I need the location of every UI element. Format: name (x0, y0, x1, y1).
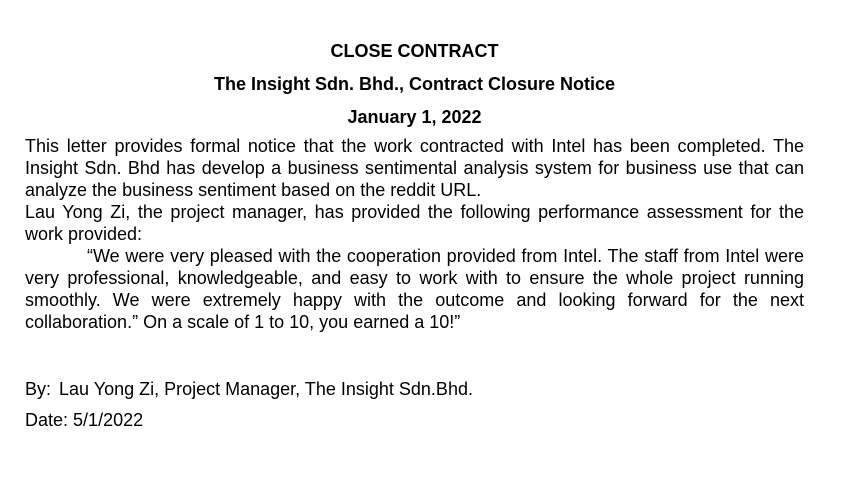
letter-title: CLOSE CONTRACT (330, 41, 499, 61)
by-label: By: (25, 379, 52, 399)
assessment-quote: “We were very pleased with the cooperati… (25, 246, 804, 332)
by-line: By: Lau Yong Zi, Project Manager, The Ins… (25, 378, 804, 400)
paragraph-assessment-intro: Lau Yong Zi, the project manager, has pr… (25, 202, 804, 244)
date-label: Date: (25, 410, 69, 430)
by-value: Lau Yong Zi, Project Manager, The Insigh… (59, 379, 473, 399)
letter-subtitle: The Insight Sdn. Bhd., Contract Closure … (213, 74, 616, 94)
paragraph-completion-notice: This letter provides formal notice that … (25, 136, 804, 200)
letter-date: January 1, 2022 (347, 107, 482, 127)
letter-page: CLOSE CONTRACT The Insight Sdn. Bhd., Co… (25, 40, 804, 431)
date-value: 5/1/2022 (73, 410, 144, 430)
date-line: Date: 5/1/2022 (25, 409, 804, 431)
